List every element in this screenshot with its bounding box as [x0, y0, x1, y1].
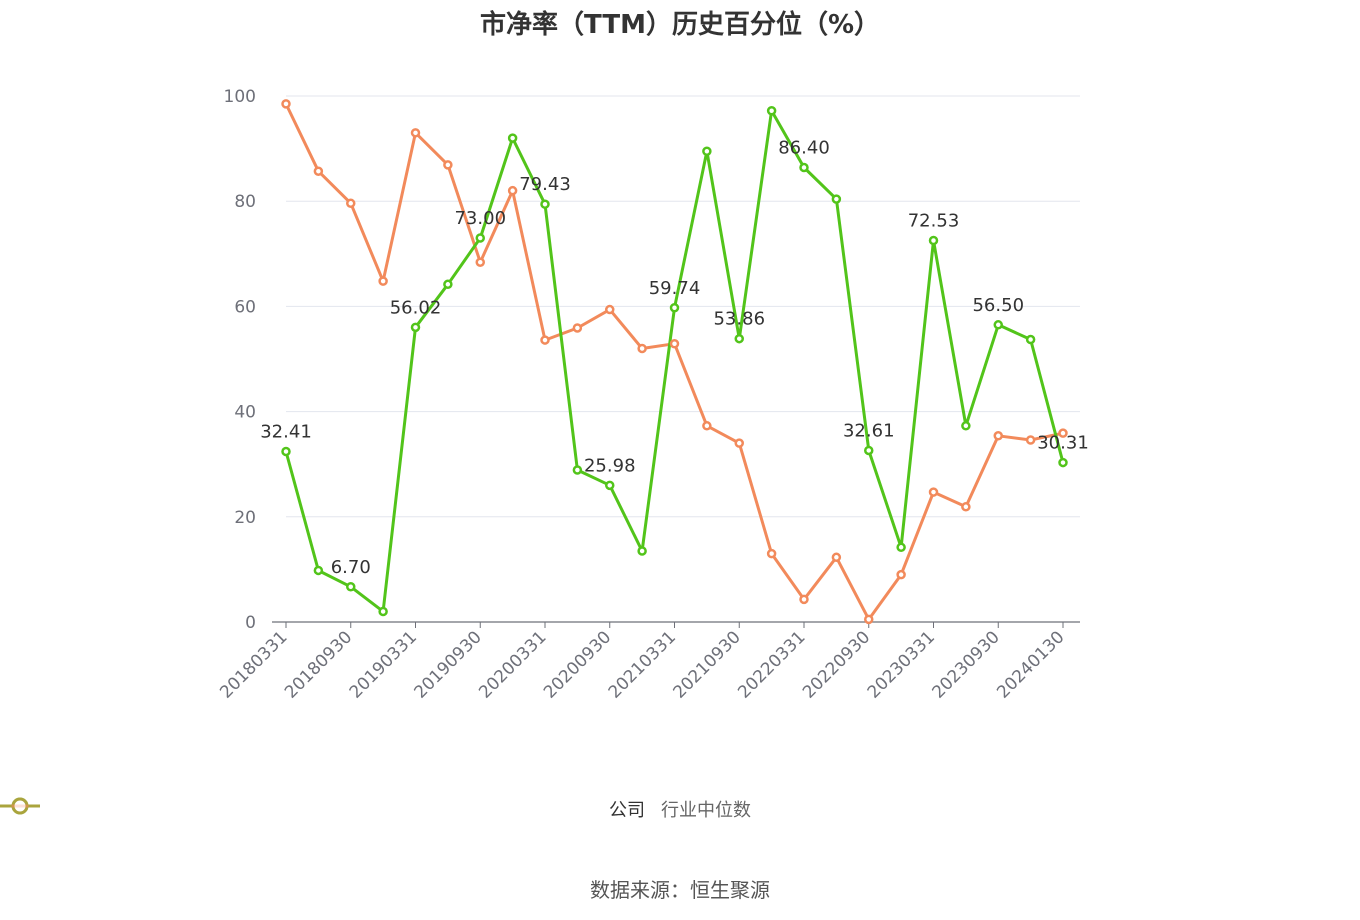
- data-point: [443, 160, 453, 170]
- x-tick-label: 20230331: [864, 627, 939, 702]
- x-tick-label: 20180331: [216, 627, 291, 702]
- data-label: 72.53: [908, 210, 960, 231]
- data-point: [993, 320, 1003, 330]
- data-source: 数据来源：恒生聚源: [590, 878, 770, 902]
- x-tick-label: 20230930: [928, 627, 1003, 702]
- data-point: [993, 431, 1003, 441]
- y-tick-label: 60: [234, 297, 256, 317]
- data-point: [702, 146, 712, 156]
- data-point: [928, 487, 939, 497]
- data-point: [378, 276, 388, 286]
- data-point: [605, 480, 615, 491]
- x-tick-label: 20220331: [734, 627, 809, 702]
- data-point: [637, 546, 647, 556]
- x-tick-label: 20210331: [605, 627, 680, 702]
- data-point: [766, 105, 777, 116]
- data-label: 32.61: [843, 420, 895, 441]
- data-point: [313, 166, 324, 176]
- data-point: [766, 548, 777, 559]
- data-point: [605, 304, 615, 315]
- data-label: 30.31: [1037, 433, 1089, 454]
- data-point: [572, 465, 583, 475]
- legend-industry-icon: [0, 797, 40, 815]
- data-point: [831, 194, 842, 204]
- data-point: [507, 133, 518, 143]
- data-label: 32.41: [260, 422, 312, 443]
- series-line-1: [284, 103, 1064, 621]
- data-point: [669, 338, 680, 349]
- data-point: [896, 542, 906, 553]
- data-point: [540, 335, 550, 345]
- data-point: [1025, 435, 1036, 445]
- data-label: 25.98: [584, 455, 636, 476]
- data-point: [799, 594, 809, 605]
- data-point: [410, 128, 421, 138]
- x-tick-label: 20200331: [475, 627, 550, 702]
- data-label: 6.70: [331, 557, 371, 578]
- data-point: [378, 606, 388, 617]
- data-point: [346, 582, 356, 592]
- data-point: [864, 445, 874, 456]
- data-point: [928, 235, 939, 246]
- data-point: [1025, 334, 1036, 345]
- data-point: [831, 552, 842, 563]
- x-tick-label: 20220930: [799, 627, 874, 702]
- data-point: [864, 614, 874, 625]
- data-point: [313, 565, 324, 576]
- y-tick-label: 80: [234, 192, 256, 212]
- data-point: [410, 322, 421, 333]
- legend: 公司 行业中位数: [0, 796, 1360, 822]
- y-tick-label: 0: [245, 613, 256, 633]
- legend-label-industry-median: 行业中位数: [661, 800, 751, 821]
- series-lines: [284, 103, 1065, 621]
- x-tick-label: 20240130: [993, 627, 1068, 702]
- x-tick-label: 20190331: [346, 627, 421, 702]
- x-tick-label: 20210930: [669, 627, 744, 702]
- data-label: 56.50: [972, 295, 1024, 316]
- chart-title: 市净率（TTM）历史百分位（%）: [480, 10, 880, 40]
- x-tick-label: 20180930: [281, 627, 356, 702]
- x-tick-label: 20200930: [540, 627, 615, 702]
- data-point: [507, 185, 518, 196]
- y-tick-label: 40: [234, 403, 256, 423]
- data-label: 59.74: [649, 278, 701, 299]
- y-tick-label: 20: [234, 508, 256, 528]
- data-point: [572, 323, 583, 333]
- data-label: 86.40: [778, 138, 830, 159]
- data-point: [281, 446, 291, 457]
- data-point: [1058, 428, 1068, 438]
- data-point: [475, 233, 485, 243]
- axes: 0 20 40 60 80 100 2018033120180930201903312019…: [216, 87, 1080, 703]
- data-point: [475, 257, 485, 267]
- data-point: [961, 421, 971, 431]
- data-point: [799, 162, 809, 173]
- data-point: [443, 279, 453, 290]
- grid-lines: [286, 95, 1080, 518]
- data-point: [669, 303, 680, 313]
- data-point: [734, 438, 744, 448]
- legend-item-industry-median[interactable]: 行业中位数: [0, 796, 751, 822]
- legend-item-company[interactable]: 公司: [0, 796, 645, 822]
- data-point: [637, 343, 647, 354]
- x-tick-label: 20190930: [410, 627, 485, 702]
- series-points: [281, 99, 1068, 625]
- data-label: 73.00: [454, 208, 506, 229]
- data-point: [1058, 457, 1068, 468]
- legend-label-company: 公司: [609, 800, 645, 821]
- y-tick-label: 100: [224, 87, 256, 107]
- data-point: [281, 99, 291, 109]
- data-point: [961, 502, 971, 512]
- data-point: [702, 421, 712, 431]
- data-point: [734, 333, 744, 344]
- data-point: [540, 199, 550, 209]
- data-labels: 32.41 6.70 56.02 73.00 79.43 25.98 59.74 53.86 8…: [260, 138, 1089, 578]
- data-point: [346, 198, 356, 209]
- data-label: 53.86: [713, 309, 765, 330]
- data-label: 79.43: [519, 174, 571, 195]
- data-label: 56.02: [390, 297, 442, 318]
- data-point: [896, 569, 906, 580]
